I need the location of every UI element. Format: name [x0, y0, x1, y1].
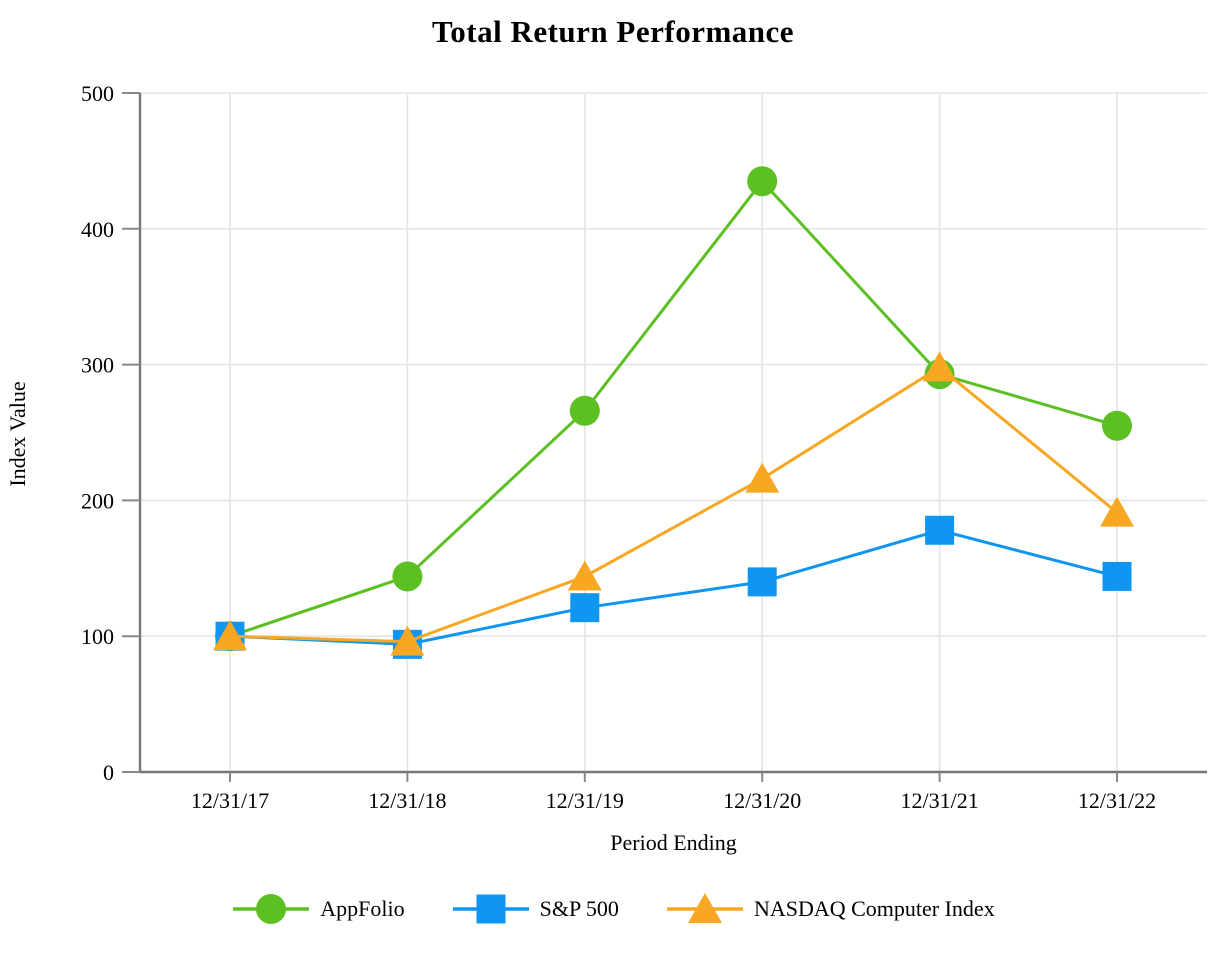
data-point-marker	[567, 560, 602, 591]
legend-item-appfolio: AppFolio	[231, 890, 405, 928]
x-tick-label: 12/31/18	[368, 788, 446, 813]
series-nasdaq-computer-index	[213, 351, 1134, 656]
y-tick-label: 200	[81, 488, 114, 513]
data-point-marker	[747, 166, 778, 197]
data-point-marker	[1102, 561, 1132, 591]
series-s-p-500	[215, 515, 1132, 659]
legend-marker-square-icon	[452, 894, 529, 924]
plot-area: 0 100 200 300 400 500 12/31/17 12/31/18 12/31/19…	[81, 81, 1207, 813]
data-point-marker	[213, 620, 247, 651]
legend-marker-circle-icon	[233, 894, 310, 924]
legend-marker	[476, 894, 506, 924]
data-point-marker	[392, 561, 423, 592]
legend-marker	[687, 893, 722, 923]
series-line	[229, 528, 1118, 646]
data-point-marker	[747, 567, 777, 597]
data-point-marker	[922, 351, 957, 382]
series-appfolio	[215, 166, 1132, 652]
data-point-marker	[925, 515, 955, 545]
x-tick-label: 12/31/22	[1078, 788, 1156, 813]
legend-label: AppFolio	[320, 896, 405, 921]
x-axis-title: Period Ending	[610, 830, 737, 855]
x-tick-label: 12/31/19	[546, 788, 624, 813]
legend-label: S&P 500	[539, 896, 619, 921]
data-point-marker	[1100, 496, 1134, 527]
x-tick-label: 12/31/21	[900, 788, 978, 813]
y-tick-label: 0	[103, 760, 114, 785]
data-point-marker	[570, 593, 600, 623]
chart-title: Total Return Performance	[431, 14, 795, 49]
data-point-marker	[390, 625, 425, 656]
legend-label: NASDAQ Computer Index	[753, 896, 995, 921]
y-tick-label: 300	[81, 353, 114, 378]
legend-item-nasdaq: NASDAQ Computer Index	[665, 890, 995, 928]
y-axis-title: Index Value	[5, 381, 30, 487]
data-point-marker	[745, 462, 780, 493]
legend: AppFolio S&P 500 NASDAQ Computer Index	[0, 890, 1226, 928]
y-tick-label: 100	[81, 624, 114, 649]
data-point-marker	[1102, 410, 1132, 441]
x-tick-label: 12/31/20	[723, 788, 801, 813]
legend-marker-triangle-icon	[666, 893, 743, 923]
series-line	[229, 365, 1118, 644]
series-line	[229, 178, 1118, 638]
legend-item-sp500: S&P 500	[451, 890, 619, 928]
y-tick-label: 500	[81, 81, 114, 106]
legend-marker	[256, 894, 287, 924]
data-point-marker	[569, 395, 600, 426]
x-tick-label: 12/31/17	[191, 788, 269, 813]
y-tick-label: 400	[81, 217, 114, 242]
